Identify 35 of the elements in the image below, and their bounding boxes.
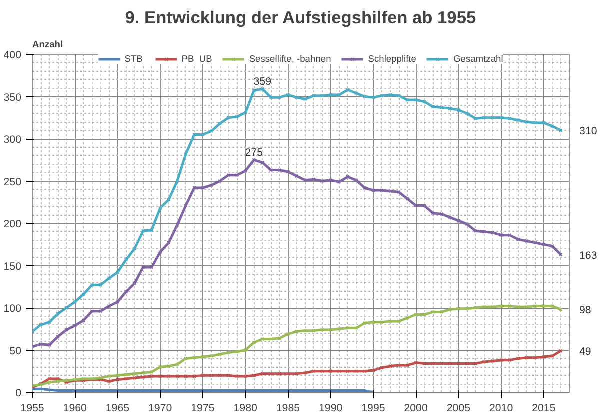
chart-title: 9. Entwicklung der Aufstiegshilfen ab 1955 bbox=[125, 8, 476, 28]
y-tick-label: 50 bbox=[10, 345, 22, 358]
x-tick-label: 1990 bbox=[318, 402, 343, 414]
y-tick-label: 200 bbox=[4, 218, 22, 230]
x-tick-label: 1955 bbox=[20, 402, 44, 414]
y-tick-label: 250 bbox=[4, 176, 22, 188]
y-tick-label: 0 bbox=[16, 388, 22, 400]
x-tick-label: 1985 bbox=[276, 402, 300, 414]
data-label: 163 bbox=[580, 250, 598, 262]
x-tick-label: 2015 bbox=[532, 402, 556, 414]
y-tick-label: 400 bbox=[4, 50, 22, 62]
legend-label: STB bbox=[124, 54, 144, 64]
x-tick-label: 1975 bbox=[191, 402, 215, 414]
y-tick-label: 100 bbox=[4, 303, 22, 315]
x-tick-label: 2010 bbox=[489, 402, 514, 414]
x-tick-label: 2005 bbox=[446, 402, 471, 414]
y-tick-label: 350 bbox=[4, 92, 22, 104]
x-tick-label: 1995 bbox=[362, 402, 386, 414]
x-tick-label: 2000 bbox=[404, 402, 428, 414]
data-label: 275 bbox=[245, 147, 264, 160]
y-tick-label: 150 bbox=[4, 260, 22, 273]
y-tick-label: 300 bbox=[4, 134, 22, 146]
x-tick-label: 1960 bbox=[63, 402, 88, 414]
data-label: 49 bbox=[580, 346, 592, 358]
data-label: 359 bbox=[254, 76, 272, 88]
data-label: 98 bbox=[580, 304, 592, 317]
x-tick-label: 1970 bbox=[148, 402, 172, 414]
data-label: 310 bbox=[580, 126, 598, 138]
y-axis-title: Anzahl bbox=[32, 40, 64, 50]
legend-label: Schlepplifte bbox=[368, 54, 416, 64]
legend-label: PB UB bbox=[182, 54, 212, 64]
legend-label: Gesamtzahl bbox=[453, 54, 504, 64]
x-tick-label: 1980 bbox=[234, 402, 258, 414]
x-tick-label: 1965 bbox=[106, 402, 130, 414]
legend-label: Sessellifte, -bahnen bbox=[249, 54, 332, 64]
